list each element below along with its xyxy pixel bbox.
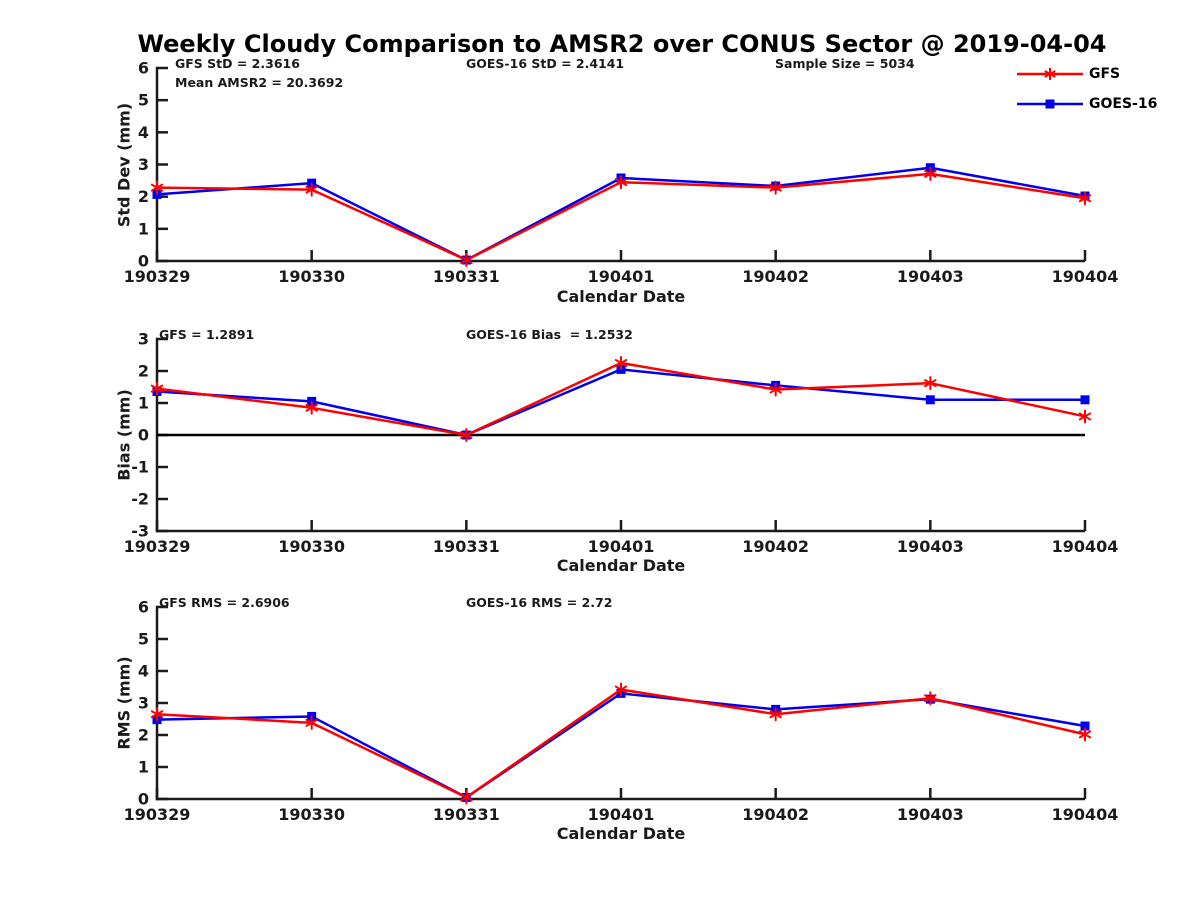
y-tick-label: 4	[138, 123, 149, 142]
y-tick-label: 4	[138, 662, 149, 681]
legend-label-goes16: GOES-16	[1089, 96, 1158, 112]
x-tick-label: 190404	[1052, 805, 1119, 824]
gfs-asterisk-marker	[460, 253, 473, 268]
gfs-asterisk-marker	[769, 382, 782, 397]
gfs-asterisk-marker	[614, 175, 628, 190]
goes-16-square-marker	[1080, 395, 1090, 405]
stat-goes16-std: GOES-16 StD = 2.4141	[466, 56, 625, 71]
x-axis-label-2: Calendar Date	[556, 556, 686, 575]
x-tick-label: 190403	[897, 537, 964, 556]
y-tick-label: 0	[138, 252, 149, 271]
y-tick-label: -2	[131, 490, 149, 509]
x-tick-label: 190330	[278, 267, 345, 286]
gfs-asterisk-marker	[150, 381, 164, 396]
stat-gfs-rms: GFS RMS = 2.6906	[159, 595, 290, 610]
y-tick-label: 3	[138, 330, 149, 349]
y-tick-label: 6	[138, 598, 149, 617]
figure-title: Weekly Cloudy Comparison to AMSR2 over C…	[137, 30, 1107, 58]
gfs-asterisk-marker	[924, 376, 937, 391]
x-tick-label: 190404	[1052, 537, 1119, 556]
x-tick-label: 190403	[897, 805, 964, 824]
gfs-asterisk-marker	[924, 166, 937, 181]
gfs-asterisk-marker	[305, 715, 318, 730]
x-tick-label: 190331	[433, 267, 500, 286]
x-tick-label: 190401	[588, 267, 655, 286]
series-line-goes-16	[156, 692, 1086, 799]
legend-item-goes16: GOES-16	[1016, 94, 1157, 114]
gfs-asterisk-marker	[1078, 409, 1092, 424]
y-tick-label: 1	[138, 394, 149, 413]
gfs-asterisk-marker	[305, 182, 318, 197]
gfs-asterisk-marker	[1078, 191, 1092, 206]
y-tick-label: 3	[138, 694, 149, 713]
y-tick-label: 3	[138, 155, 149, 174]
x-tick-label: 190402	[742, 267, 809, 286]
y-axis-label-bias: Bias (mm)	[114, 389, 134, 481]
gfs-line-marker-icon	[1017, 68, 1083, 80]
gfs-asterisk-marker	[769, 180, 782, 195]
y-tick-label: 0	[138, 426, 149, 445]
stat-sample-size: Sample Size = 5034	[775, 56, 915, 71]
y-tick-label: 5	[138, 91, 149, 110]
stat-goes16-rms: GOES-16 RMS = 2.72	[466, 595, 613, 610]
gfs-asterisk-marker	[150, 180, 164, 195]
x-tick-label: 190329	[124, 267, 191, 286]
gfs-asterisk-marker	[769, 707, 782, 722]
gfs-asterisk-marker	[924, 691, 937, 706]
goes-16-square-marker	[1080, 721, 1090, 731]
x-tick-label: 190331	[433, 537, 500, 556]
stat-mean-amsr2: Mean AMSR2 = 20.3692	[175, 75, 344, 90]
x-tick-label: 190403	[897, 267, 964, 286]
y-tick-label: 1	[138, 758, 149, 777]
stat-gfs-std: GFS StD = 2.3616	[175, 56, 300, 71]
y-tick-label: 5	[138, 630, 149, 649]
x-tick-label: 190401	[588, 805, 655, 824]
y-tick-label: 2	[138, 362, 149, 381]
x-tick-label: 190329	[124, 537, 191, 556]
goes16-line-marker-icon	[1017, 99, 1083, 109]
legend: GFS GOES-16	[1016, 64, 1157, 124]
legend-item-gfs: GFS	[1016, 64, 1157, 84]
gfs-asterisk-marker	[460, 428, 473, 442]
gfs-asterisk-marker	[305, 400, 318, 415]
x-tick-label: 190330	[278, 537, 345, 556]
y-tick-label: 2	[138, 187, 149, 206]
y-axis-label-rms: RMS (mm)	[114, 656, 134, 750]
y-tick-label: 6	[138, 59, 149, 78]
x-tick-label: 190329	[124, 805, 191, 824]
y-axis-label-stddev: Std Dev (mm)	[114, 102, 134, 228]
y-tick-label: 0	[138, 790, 149, 809]
x-tick-label: 190404	[1052, 267, 1119, 286]
x-tick-label: 190402	[742, 805, 809, 824]
x-tick-label: 190331	[433, 805, 500, 824]
x-tick-label: 190330	[278, 805, 345, 824]
stat-goes16-bias: GOES-16 Bias = 1.2532	[466, 327, 633, 342]
series-line-goes-16	[156, 368, 1085, 437]
gfs-asterisk-marker	[614, 682, 628, 697]
gfs-asterisk-marker	[460, 790, 473, 805]
stat-gfs-bias: GFS = 1.2891	[159, 327, 255, 342]
y-tick-label: 2	[138, 726, 149, 745]
goes-16-square-marker	[925, 395, 935, 405]
series-line-gfs	[156, 688, 1086, 799]
gfs-asterisk-marker	[1078, 727, 1092, 742]
x-axis-label-1: Calendar Date	[556, 287, 686, 306]
gfs-asterisk-marker	[150, 707, 164, 722]
y-tick-label: -1	[131, 458, 149, 477]
legend-label-gfs: GFS	[1089, 66, 1121, 82]
x-axis-label-3: Calendar Date	[556, 824, 686, 843]
y-tick-label: -3	[131, 522, 149, 541]
y-tick-label: 1	[138, 219, 149, 238]
x-tick-label: 190401	[588, 537, 655, 556]
x-tick-label: 190402	[742, 537, 809, 556]
gfs-asterisk-marker	[614, 356, 628, 370]
